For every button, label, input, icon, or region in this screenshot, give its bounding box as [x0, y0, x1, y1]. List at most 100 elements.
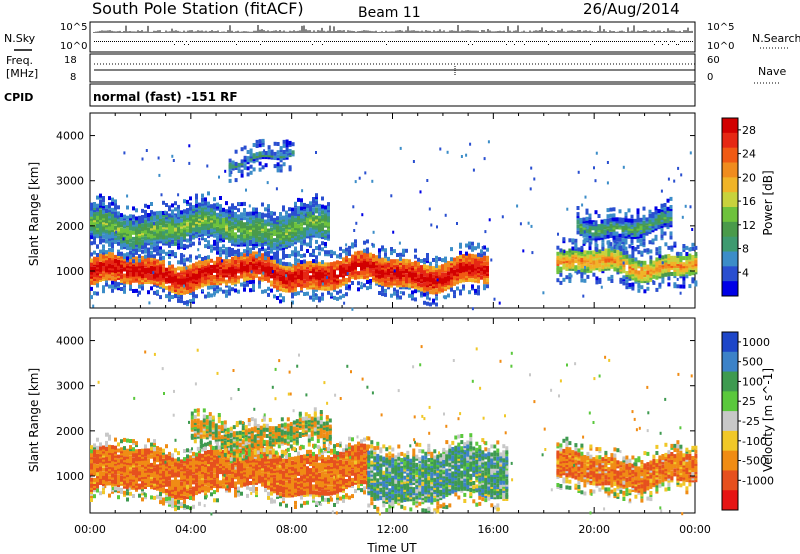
echo-cell: [225, 231, 228, 236]
echo-cell: [123, 287, 126, 292]
echo-cell: [198, 222, 201, 227]
nsearch-dot: [576, 41, 577, 42]
echo-cell: [306, 203, 309, 208]
echo-cell: [643, 248, 647, 253]
echo-cell: [162, 272, 165, 277]
echo-cell: [198, 270, 201, 275]
echo-cell: [168, 277, 171, 282]
echo-cell: [420, 273, 423, 278]
echo-cell: [102, 238, 105, 243]
echo-cell: [291, 288, 294, 293]
echo-cell: [189, 284, 192, 289]
echo-cell: [402, 252, 405, 257]
echo-cell: [339, 252, 342, 257]
echo-cell: [625, 271, 629, 275]
echo-cell: [198, 202, 201, 207]
echo-cell: [189, 254, 192, 259]
echo-cell: [93, 226, 96, 231]
noise-cell: [183, 284, 185, 288]
echo-cell: [366, 239, 369, 244]
echo-cell: [414, 285, 417, 290]
echo-cell: [399, 281, 402, 286]
echo-cell: [96, 263, 99, 268]
echo-cell: [447, 293, 450, 298]
echo-cell: [177, 204, 180, 209]
echo-cell: [627, 208, 631, 213]
echo-cell: [372, 270, 375, 275]
echo-cell: [258, 155, 262, 160]
echo-cell: [282, 261, 285, 266]
echo-cell: [624, 226, 628, 231]
echo-cell: [630, 218, 634, 223]
echo-cell: [318, 203, 321, 208]
echo-cell: [120, 231, 123, 236]
echo-cell: [237, 224, 240, 229]
echo-cell: [610, 256, 614, 261]
echo-cell: [129, 242, 132, 247]
echo-cell: [556, 268, 560, 273]
echo-cell: [183, 266, 186, 271]
nsearch-dot: [628, 41, 629, 42]
echo-cell: [123, 234, 126, 239]
echo-cell: [288, 262, 291, 267]
echo-cell: [165, 251, 168, 256]
echo-cell: [627, 232, 631, 237]
echo-cell: [147, 213, 150, 217]
echo-cell: [207, 234, 210, 239]
echo-cell: [595, 280, 599, 285]
echo-cell: [183, 211, 186, 216]
echo-cell: [562, 277, 566, 282]
nsearch-dot: [514, 44, 515, 45]
echo-cell: [129, 255, 132, 259]
echo-cell: [285, 214, 288, 219]
echo-cell: [468, 253, 471, 258]
echo-cell: [628, 254, 632, 259]
echo-cell: [246, 242, 249, 247]
echo-cell: [282, 221, 285, 226]
echo-cell: [636, 208, 640, 213]
echo-cell: [210, 228, 213, 233]
echo-cell: [444, 295, 447, 300]
echo-cell: [234, 249, 237, 254]
echo-cell: [366, 259, 369, 264]
echo-cell: [594, 220, 598, 225]
echo-cell: [423, 264, 426, 269]
nsearch-dot: [692, 41, 693, 42]
echo-cell: [294, 271, 297, 276]
echo-cell: [126, 227, 129, 232]
echo-cell: [216, 269, 219, 273]
echo-cell: [252, 153, 256, 158]
echo-cell: [171, 272, 174, 277]
echo-cell: [688, 269, 692, 274]
nsearch-dot: [270, 41, 271, 42]
noise-cell: [428, 297, 431, 301]
echo-cell: [273, 284, 276, 289]
echo-cell: [141, 215, 144, 219]
echo-cell: [327, 204, 330, 209]
echo-cell: [285, 139, 289, 144]
echo-cell: [474, 260, 477, 265]
echo-cell: [195, 203, 198, 208]
echo-cell: [609, 213, 613, 218]
echo-cell: [324, 242, 327, 246]
echo-cell: [648, 213, 652, 218]
nsearch-dot: [236, 44, 237, 45]
echo-cell: [426, 277, 429, 282]
echo-cell: [291, 228, 294, 232]
echo-cell: [261, 151, 265, 156]
echo-cell: [483, 280, 486, 285]
echo-cell: [396, 253, 399, 257]
echo-cell: [435, 255, 438, 260]
echo-cell: [258, 139, 262, 144]
echo-cell: [219, 261, 222, 265]
echo-cell: [592, 250, 596, 255]
nsearch-dot: [610, 41, 611, 42]
echo-cell: [309, 269, 312, 274]
echo-cell: [627, 220, 631, 225]
nsearch-dot: [216, 41, 217, 42]
echo-cell: [207, 259, 210, 264]
nsearch-dot: [330, 41, 331, 42]
echo-cell: [237, 263, 240, 268]
echo-cell: [255, 152, 259, 157]
echo-cell: [637, 260, 641, 265]
